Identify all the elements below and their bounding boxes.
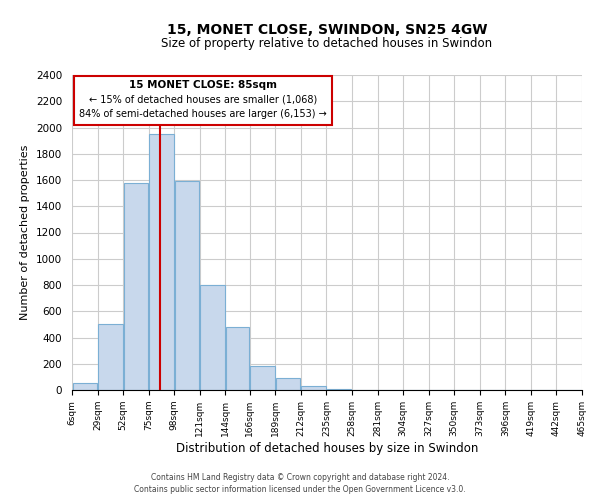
Bar: [175, 182, 199, 390]
Text: Contains public sector information licensed under the Open Government Licence v3: Contains public sector information licen…: [134, 486, 466, 494]
Text: ← 15% of detached houses are smaller (1,068): ← 15% of detached houses are smaller (1,…: [89, 94, 317, 104]
FancyBboxPatch shape: [74, 76, 332, 125]
Bar: [276, 378, 301, 390]
X-axis label: Distribution of detached houses by size in Swindon: Distribution of detached houses by size …: [176, 442, 478, 454]
Text: 15 MONET CLOSE: 85sqm: 15 MONET CLOSE: 85sqm: [129, 80, 277, 90]
Text: Contains HM Land Registry data © Crown copyright and database right 2024.: Contains HM Land Registry data © Crown c…: [151, 473, 449, 482]
Text: Size of property relative to detached houses in Swindon: Size of property relative to detached ho…: [161, 38, 493, 51]
Bar: [73, 383, 97, 390]
Bar: [124, 182, 148, 390]
Bar: [226, 327, 249, 390]
Bar: [98, 324, 122, 390]
Y-axis label: Number of detached properties: Number of detached properties: [20, 145, 31, 320]
Text: 15, MONET CLOSE, SWINDON, SN25 4GW: 15, MONET CLOSE, SWINDON, SN25 4GW: [167, 22, 487, 36]
Bar: [200, 285, 225, 390]
Bar: [149, 134, 173, 390]
Bar: [250, 366, 275, 390]
Bar: [301, 386, 326, 390]
Text: 84% of semi-detached houses are larger (6,153) →: 84% of semi-detached houses are larger (…: [79, 109, 327, 119]
